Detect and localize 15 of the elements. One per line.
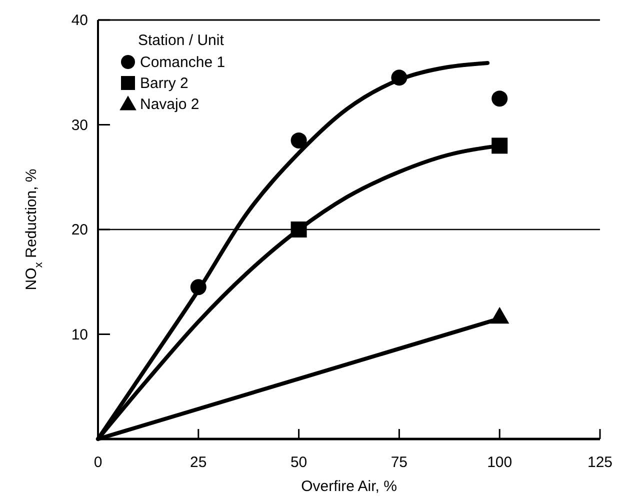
x-tick-label: 100: [487, 454, 512, 471]
legend-label: Barry 2: [140, 75, 188, 92]
y-tick-label: 20: [71, 222, 88, 238]
y-tick-label: 10: [71, 326, 88, 344]
x-tick-label: 125: [587, 454, 613, 471]
x-tick-label: 25: [190, 454, 207, 471]
y-tick-label: 30: [71, 116, 88, 134]
legend-label: Comanche 1: [140, 54, 226, 71]
x-tick-label: 50: [290, 454, 308, 471]
x-tick-label: 75: [390, 454, 408, 471]
x-axis-title: Overfire Air, %: [301, 478, 397, 495]
legend-label: Navajo 2: [140, 96, 200, 113]
legend-title: Station / Unit: [138, 32, 225, 49]
y-tick-label: 40: [71, 12, 88, 29]
x-tick-label: 0: [94, 454, 102, 471]
